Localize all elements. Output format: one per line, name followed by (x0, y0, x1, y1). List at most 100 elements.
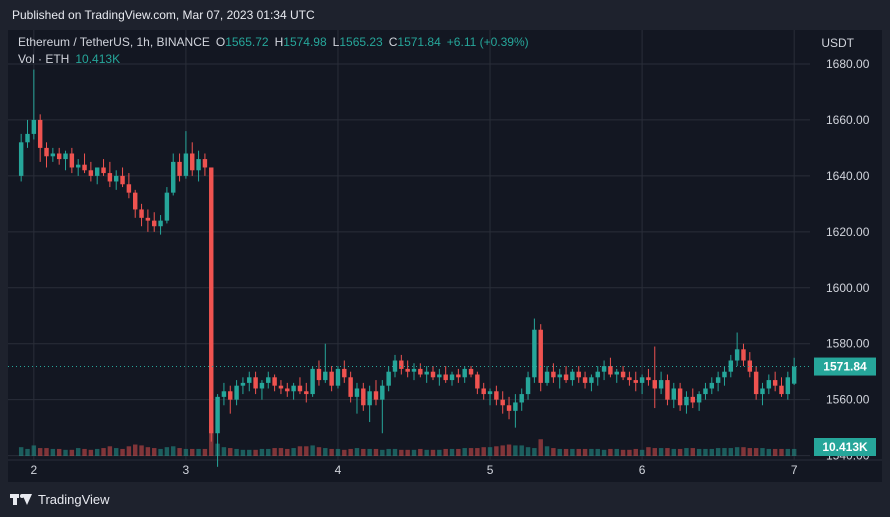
volume-bar (481, 447, 486, 456)
volume-bar (139, 445, 144, 456)
volume-bar (285, 448, 290, 456)
volume-bar (582, 448, 588, 456)
candle-body (120, 175, 125, 185)
volume-bar (354, 448, 360, 456)
volume-bar (316, 447, 322, 456)
candle-body (443, 374, 448, 381)
change-value: +6.11 (+0.39%) (446, 35, 529, 49)
candle-body (715, 377, 721, 383)
x-tick-label: 7 (791, 463, 798, 477)
volume-bar (56, 448, 62, 456)
candle-body (335, 368, 341, 386)
price-chart[interactable]: 1540.001560.001580.001600.001620.001640.… (8, 30, 882, 482)
volume-bar (31, 445, 37, 456)
candle-body (177, 161, 182, 176)
volume-bar (722, 448, 727, 456)
volume-bar (323, 448, 328, 456)
candle-body (145, 217, 151, 221)
candle-body (551, 371, 556, 378)
volume-bar (785, 448, 791, 456)
volume-bar (652, 448, 657, 456)
published-banner: Published on TradingView.com, Mar 07, 20… (0, 0, 890, 30)
volume-bar (107, 446, 113, 456)
volume-bar (152, 448, 157, 456)
candle-body (734, 349, 740, 361)
tradingview-footer: TradingView (10, 488, 110, 510)
volume-bar (75, 448, 81, 456)
candle-body (601, 366, 607, 372)
candle-body (462, 368, 467, 378)
candle-body (525, 377, 531, 395)
chart-legend: Ethereum / TetherUS, 1h, BINANCE O1565.7… (18, 34, 529, 68)
x-tick-label: 6 (639, 463, 646, 477)
low-label: L (332, 35, 340, 49)
candle-body (386, 371, 391, 386)
candle-body (728, 360, 734, 372)
volume-bar (392, 448, 398, 456)
candle-body (88, 170, 94, 176)
candle-body (354, 388, 360, 397)
volume-bar (158, 448, 163, 456)
candle-body (544, 371, 550, 383)
volume-bar (126, 446, 132, 456)
volume-bar (671, 448, 676, 456)
candle-body (50, 153, 56, 157)
volume-bar (278, 448, 284, 456)
volume-marker (814, 438, 876, 456)
volume-bar (506, 444, 512, 456)
candle-body (779, 385, 784, 395)
volume-bar (272, 448, 277, 456)
volume-bar (304, 446, 309, 456)
candle-body (221, 391, 227, 397)
candle-body (37, 119, 43, 148)
volume-bar (386, 448, 391, 456)
brand-name: TradingView (38, 491, 110, 507)
candle-body (753, 371, 759, 395)
candle-body (132, 192, 138, 210)
volume-bar (557, 448, 562, 456)
candle-body (158, 220, 163, 227)
volume-value: 10.413K (75, 52, 121, 66)
open-label: O (215, 35, 226, 49)
volume-bar (329, 448, 334, 456)
volume-bar (373, 448, 379, 456)
candle-body (304, 391, 309, 395)
volume-bar (50, 448, 56, 456)
volume-bar (234, 448, 239, 456)
candle-body (291, 385, 296, 392)
candle-body (418, 368, 423, 375)
candle-body (380, 385, 385, 400)
candle-body (411, 368, 417, 372)
tradingview-logo-icon (10, 492, 32, 506)
y-tick-label: 1660.00 (826, 113, 870, 127)
volume-bar (253, 449, 258, 456)
volume-bar (696, 448, 702, 456)
volume-bar (538, 439, 543, 456)
candle-body (639, 377, 645, 383)
candle-body (475, 374, 480, 389)
volume-bar (456, 448, 461, 456)
volume-bar (690, 448, 696, 456)
candle-body (25, 133, 30, 143)
volume-bar (658, 448, 664, 456)
volume-bar (266, 448, 271, 456)
candle-body (468, 368, 474, 375)
candle-body (63, 153, 68, 160)
volume-bar (120, 448, 125, 456)
y-tick-label: 1600.00 (826, 281, 870, 295)
symbol-label[interactable]: Ethereum / TetherUS, 1h, BINANCE (18, 35, 210, 49)
candle-body (741, 349, 746, 361)
volume-bar (677, 448, 683, 456)
last-price-marker (814, 357, 876, 376)
candle-body (760, 388, 765, 395)
chart-pane[interactable]: 1540.001560.001580.001600.001620.001640.… (8, 30, 882, 482)
volume-bar (449, 448, 455, 456)
y-tick-label: 1680.00 (826, 57, 870, 71)
volume-bar (190, 448, 195, 456)
candle-body (652, 380, 657, 389)
volume-label[interactable]: Vol · ETH (18, 52, 70, 66)
x-tick-label: 5 (487, 463, 494, 477)
volume-bar (728, 448, 734, 456)
candle-body (323, 371, 328, 381)
candle-body (481, 388, 486, 395)
